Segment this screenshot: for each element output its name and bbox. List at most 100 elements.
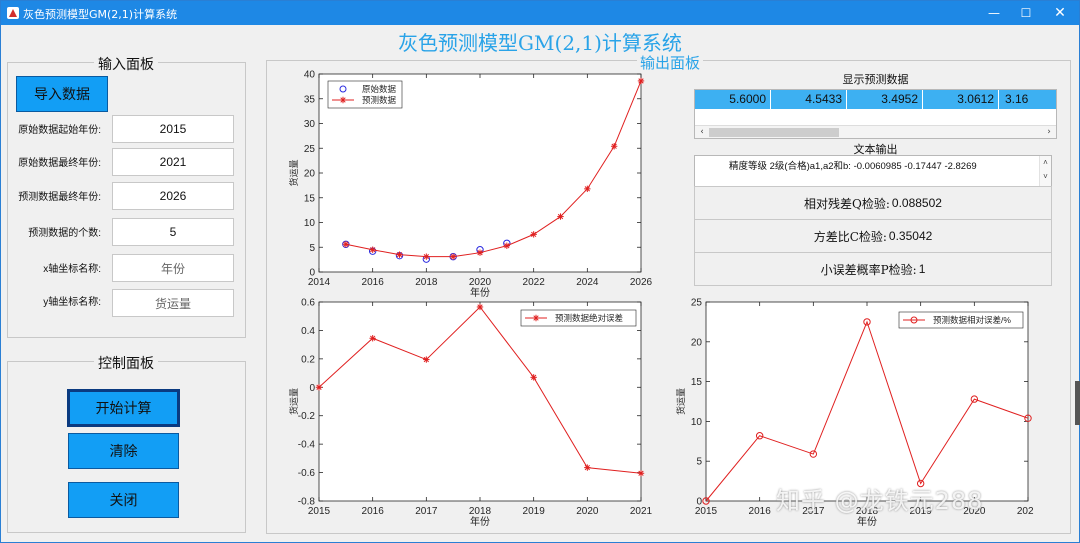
circle-marker — [970, 395, 979, 403]
x-tick-label: 2022 — [523, 277, 546, 288]
y-tick-label: 10 — [691, 417, 703, 428]
start-year-field[interactable]: 2015 — [112, 115, 234, 143]
window-scrollbar[interactable] — [1075, 381, 1080, 425]
star-marker — [504, 243, 510, 249]
star-marker — [343, 241, 349, 247]
output-panel-title: 输出面板 — [637, 52, 704, 73]
relative-error-chart: 0 5 10 15 20 25 2015 2016 2017 2018 2019 2020 2021 年份… — [675, 298, 1034, 529]
star-marker — [638, 78, 644, 84]
minimize-button[interactable]: — — [988, 6, 1000, 20]
forecast-count-field[interactable]: 5 — [112, 218, 234, 246]
p-test-label: 小误差概率P检验: — [820, 262, 917, 277]
star-marker — [638, 470, 644, 476]
x-tick-label: 2020 — [576, 506, 599, 517]
p-test-result: 小误差概率P检验: 1 — [694, 252, 1052, 286]
series-line — [345, 80, 642, 258]
window-title: 灰色预测模型GM(2,1)计算系统 — [23, 8, 178, 21]
prediction-cell[interactable]: 4.5433 — [771, 90, 847, 109]
import-data-button[interactable]: 导入数据 — [16, 76, 108, 112]
c-test-value: 0.35042 — [888, 229, 933, 243]
legend-label: 预测数据 — [362, 95, 397, 105]
text-output-scrollbar[interactable]: ˄ ˅ — [1039, 156, 1051, 186]
x-tick-label: 2018 — [415, 277, 438, 288]
prediction-cell[interactable]: 3.0612 — [923, 90, 999, 109]
x-axis-label: 年份 — [857, 515, 877, 528]
y-axis-name-label: y轴坐标名称: — [43, 297, 101, 308]
star-marker — [584, 464, 590, 471]
app-heading: 灰色预测模型GM(2,1)计算系统 — [398, 31, 682, 55]
predictions-row: 5.6000 4.5433 3.4952 3.0612 3.16 — [695, 90, 1056, 109]
star-marker — [370, 247, 376, 253]
legend-label: 预测数据相对误差/% — [933, 315, 1011, 325]
y-axis-name-field[interactable]: 货运量 — [112, 289, 234, 317]
y-tick-label: 20 — [691, 337, 703, 348]
start-calculation-button[interactable]: 开始计算 — [67, 389, 180, 427]
y-axis-label: 货运量 — [288, 388, 299, 415]
scroll-down-icon[interactable]: ˅ — [1043, 172, 1048, 181]
circle-marker — [755, 432, 764, 440]
q-test-label: 相对残差Q检验: — [804, 196, 890, 211]
star-marker — [423, 356, 429, 363]
y-tick-label: -0.8 — [298, 497, 316, 508]
star-marker — [316, 384, 322, 390]
legend-box — [327, 80, 403, 109]
prediction-cell[interactable]: 5.6000 — [695, 90, 771, 109]
text-output-caption: 文本输出 — [853, 143, 898, 156]
y-tick-label: -0.2 — [298, 411, 316, 422]
x-tick-label: 2016 — [362, 277, 385, 288]
x-axis-name-field[interactable]: 年份 — [112, 254, 234, 282]
x-axis-label: 年份 — [470, 515, 490, 528]
x-tick-label: 2018 — [469, 506, 492, 517]
x-tick-label: 2019 — [910, 506, 933, 517]
x-tick-label: 2014 — [308, 277, 331, 288]
table-horizontal-scrollbar[interactable]: ‹ › — [695, 125, 1056, 138]
star-marker — [584, 186, 590, 192]
predictions-table[interactable]: 5.6000 4.5433 3.4952 3.0612 3.16 ‹ › — [694, 89, 1057, 139]
y-tick-label: 40 — [304, 70, 316, 81]
text-output-content: 精度等级 2级(合格)a1,a2和b: -0.0060985 -0.17447 … — [729, 161, 977, 172]
title-bar[interactable]: 灰色预测模型GM(2,1)计算系统 — ☐ ✕ — [1, 1, 1079, 25]
q-test-result: 相对残差Q检验: 0.088502 — [694, 186, 1052, 220]
clear-button[interactable]: 清除 — [68, 433, 179, 469]
c-test-result: 方差比C检验: 0.35042 — [694, 219, 1052, 253]
scroll-left-icon[interactable]: ‹ — [700, 127, 704, 137]
maximize-button[interactable]: ☐ — [1020, 6, 1032, 20]
end-year-field[interactable]: 2021 — [112, 148, 234, 176]
forecast-chart: 0 5 10 15 20 25 30 35 40 2014 2016 2018 2020 2022 2024… — [288, 70, 653, 300]
q-test-value: 0.088502 — [891, 196, 942, 210]
x-tick-label: 2015 — [695, 506, 718, 517]
y-tick-label: 25 — [691, 298, 703, 309]
x-axis-label: 年份 — [470, 286, 490, 299]
prediction-cell[interactable]: 3.16 — [999, 90, 1056, 109]
close-window-button[interactable]: ✕ — [1054, 5, 1066, 21]
y-tick-label: 10 — [304, 218, 316, 229]
forecast-count-label: 预测数据的个数: — [28, 228, 101, 239]
app-icon — [7, 7, 19, 19]
scroll-right-icon[interactable]: › — [1047, 127, 1051, 137]
forecast-end-year-field[interactable]: 2026 — [112, 182, 234, 210]
y-tick-label: 30 — [304, 119, 316, 130]
scroll-up-icon[interactable]: ˄ — [1043, 158, 1048, 167]
star-marker — [450, 254, 456, 260]
prediction-cell[interactable]: 3.4952 — [847, 90, 923, 109]
star-marker — [423, 254, 429, 260]
x-tick-label: 2020 — [963, 506, 986, 517]
x-tick-label: 2017 — [802, 506, 825, 517]
y-tick-label: 0 — [309, 268, 315, 279]
star-marker — [370, 335, 376, 341]
x-tick-label: 2017 — [415, 506, 438, 517]
text-output-box[interactable]: 精度等级 2级(合格)a1,a2和b: -0.0060985 -0.17447 … — [694, 155, 1052, 187]
scrollbar-thumb[interactable] — [709, 128, 839, 137]
star-marker — [477, 250, 483, 256]
x-tick-label: 2016 — [749, 506, 772, 517]
end-year-label: 原始数据最终年份: — [18, 158, 101, 169]
circle-marker — [1024, 414, 1032, 422]
y-axis-label: 货运量 — [288, 159, 299, 186]
x-tick-label: 2021 — [630, 506, 653, 517]
star-marker — [477, 304, 483, 310]
y-tick-label: 5 — [309, 243, 315, 254]
legend-marker — [910, 316, 918, 324]
close-button[interactable]: 关闭 — [68, 482, 179, 518]
forecast-end-year-label: 预测数据最终年份: — [18, 192, 101, 203]
